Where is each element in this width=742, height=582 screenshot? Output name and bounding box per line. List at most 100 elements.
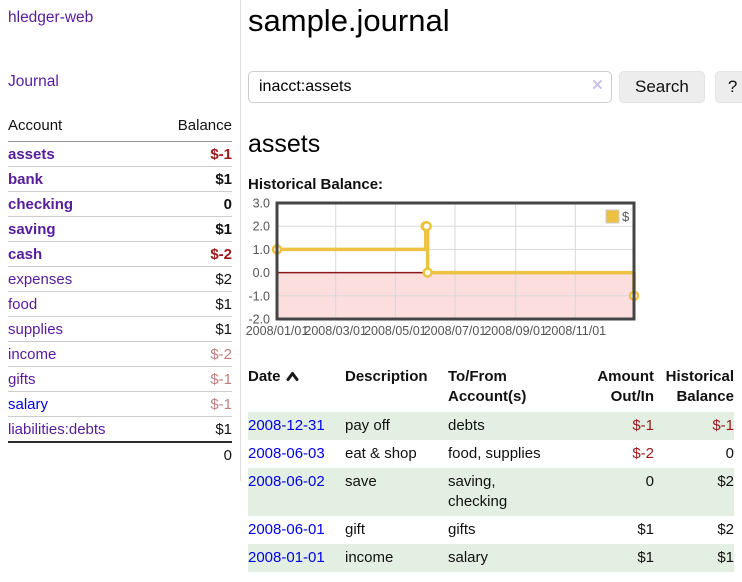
- transaction-amount: $1: [637, 521, 654, 538]
- account-balance: $-1: [151, 366, 232, 392]
- account-row: saving $1: [8, 216, 232, 242]
- transaction-date-link[interactable]: 2008-06-01: [248, 521, 325, 538]
- account-row: cash $-2: [8, 241, 232, 267]
- transaction-description: income: [345, 549, 394, 566]
- register-row: 2008-12-31 pay off debts $-1 $-1: [248, 412, 734, 440]
- register-header-amount: Amount Out/In: [597, 368, 654, 405]
- sidebar-item-income[interactable]: income: [8, 346, 57, 363]
- account-balance: $1: [151, 166, 232, 192]
- nav-journal-link[interactable]: Journal: [8, 73, 59, 90]
- search-bar: × Search ?: [248, 71, 742, 103]
- account-heading: assets: [248, 130, 321, 158]
- accounts-total: 0: [151, 441, 232, 467]
- transaction-balance: $2: [717, 521, 734, 538]
- main-content: sample.journal × Search ? assets Histori…: [246, 0, 742, 572]
- sidebar-item-saving[interactable]: saving: [8, 221, 56, 238]
- balance-chart[interactable]: $3.0 2.0 1.0 0.0 -1.0 -2.0 2008/01/01 2008/03/0…: [246, 197, 650, 344]
- svg-text:1.0: 1.0: [253, 243, 270, 257]
- account-balance: 0: [151, 191, 232, 217]
- account-row: income $-2: [8, 341, 232, 367]
- sidebar-item-expenses[interactable]: expenses: [8, 271, 73, 288]
- transaction-date-link[interactable]: 2008-06-03: [248, 445, 325, 462]
- account-balance: $2: [151, 266, 232, 292]
- svg-text:2008/01/01: 2008/01/01: [246, 324, 309, 338]
- help-button[interactable]: ?: [714, 71, 742, 103]
- transaction-amount: $-1: [632, 417, 654, 434]
- register-row: 2008-06-01 gift gifts $1 $2: [248, 516, 734, 544]
- sidebar-item-assets[interactable]: assets: [8, 146, 55, 163]
- transaction-description: gift: [345, 521, 366, 538]
- search-button[interactable]: Search: [619, 71, 705, 103]
- accounts-header-account: Account: [8, 115, 152, 142]
- transaction-date-link[interactable]: 2008-06-02: [248, 473, 325, 490]
- account-balance: $-1: [210, 146, 232, 163]
- account-balance: $-2: [151, 241, 232, 267]
- transaction-accounts: saving, checking: [448, 473, 508, 510]
- account-balance: $-1: [151, 391, 232, 417]
- account-row: salary $-1: [8, 391, 232, 417]
- sidebar-item-supplies[interactable]: supplies: [8, 321, 64, 338]
- accounts-table: Account Balance assets $-1 bank $1 checkin…: [8, 115, 232, 467]
- register-row: 2008-01-01 income salary $1 $1: [248, 544, 734, 572]
- register-row: 2008-06-02 save saving, checking 0 $2: [248, 468, 734, 516]
- transaction-date-link[interactable]: 2008-12-31: [248, 417, 325, 434]
- sidebar-item-gifts[interactable]: gifts: [8, 371, 36, 388]
- svg-text:-2.0: -2.0: [248, 313, 270, 327]
- transaction-description: save: [345, 473, 377, 490]
- transaction-amount: 0: [645, 473, 654, 490]
- sidebar-item-bank[interactable]: bank: [8, 171, 44, 188]
- accounts-header-balance: Balance: [151, 115, 232, 142]
- account-row: expenses $2: [8, 266, 232, 292]
- account-balance: $1: [151, 216, 232, 242]
- sidebar-item-cash[interactable]: cash: [8, 246, 43, 263]
- transaction-description: pay off: [345, 417, 390, 434]
- account-row: bank $1: [8, 166, 232, 192]
- svg-text:2008/11/01: 2008/11/01: [544, 324, 606, 338]
- sidebar: hledger-web Journal Account Balance asse…: [0, 0, 241, 481]
- svg-text:2008/07/01: 2008/07/01: [424, 324, 487, 338]
- svg-text:3.0: 3.0: [253, 197, 270, 211]
- register-header-balance: Historical Balance: [665, 368, 734, 405]
- account-row: checking 0: [8, 191, 232, 217]
- sidebar-item-salary[interactable]: salary: [8, 396, 49, 413]
- account-row: liabilities:debts $1: [8, 416, 232, 442]
- transaction-accounts: gifts: [448, 521, 476, 538]
- sidebar-item-liabilities-debts[interactable]: liabilities:debts: [8, 421, 106, 438]
- svg-text:2008/09/01: 2008/09/01: [484, 324, 547, 338]
- sort-asc-icon: [286, 368, 299, 388]
- search-box: ×: [248, 71, 612, 103]
- svg-text:-1.0: -1.0: [248, 289, 270, 303]
- svg-text:$: $: [622, 209, 630, 224]
- transaction-balance: $1: [717, 549, 734, 566]
- account-balance: $1: [151, 291, 232, 317]
- accounts-total-row: 0: [8, 441, 232, 467]
- brand-link[interactable]: hledger-web: [8, 9, 94, 26]
- transaction-amount: $1: [637, 549, 654, 566]
- register-table: Date Description To/From Account(s) Amou…: [248, 365, 734, 572]
- svg-text:2008/05/01: 2008/05/01: [364, 324, 427, 338]
- svg-text:2.0: 2.0: [253, 220, 270, 234]
- register-header-row: Date Description To/From Account(s) Amou…: [248, 365, 734, 412]
- account-row: gifts $-1: [8, 366, 232, 392]
- sidebar-item-food[interactable]: food: [8, 296, 38, 313]
- svg-text:0.0: 0.0: [253, 266, 270, 280]
- chart-label: Historical Balance:: [248, 176, 384, 193]
- transaction-accounts: salary: [448, 549, 489, 566]
- account-row: assets $-1: [8, 142, 232, 167]
- transaction-date-link[interactable]: 2008-01-01: [248, 549, 325, 566]
- account-balance: $1: [151, 416, 232, 442]
- page-title: sample.journal: [248, 3, 450, 38]
- transaction-balance: $2: [717, 473, 734, 490]
- register-header-description: Description: [345, 368, 428, 385]
- search-input[interactable]: [248, 71, 612, 103]
- register-header-date[interactable]: Date: [248, 365, 345, 412]
- register-row: 2008-06-03 eat & shop food, supplies $-2…: [248, 440, 734, 468]
- account-row: supplies $1: [8, 316, 232, 342]
- transaction-balance: 0: [725, 445, 734, 462]
- transaction-balance: $-1: [712, 417, 734, 434]
- svg-text:2008/03/01: 2008/03/01: [304, 324, 367, 338]
- sidebar-item-checking[interactable]: checking: [8, 196, 74, 213]
- clear-search-icon[interactable]: ×: [591, 75, 603, 96]
- transaction-description: eat & shop: [345, 445, 417, 462]
